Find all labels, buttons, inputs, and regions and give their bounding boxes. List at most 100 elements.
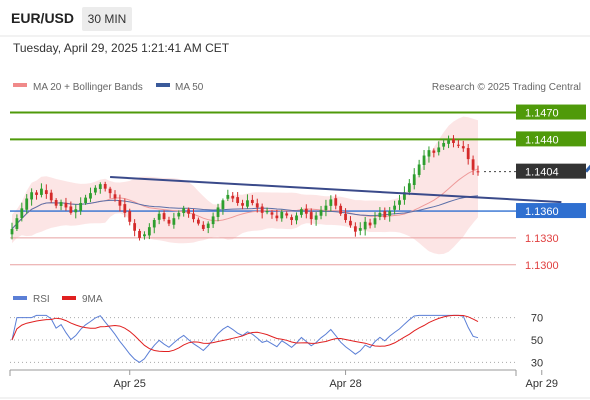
candle [285,211,289,219]
rsi-tick-label: 50 [531,335,543,347]
candle-body [344,213,347,220]
candle [172,212,176,229]
instrument-symbol: EUR/USD [11,10,75,26]
legend-ma50-swatch [156,83,170,87]
rsi-legend-swatch [13,296,27,300]
level-label-box-2 [516,163,586,179]
candle-body [241,203,244,206]
trendlines [110,164,590,204]
candle-body [260,206,264,213]
candle [123,198,127,218]
rsi-ma-legend-swatch [62,296,76,300]
candle-body [437,147,441,153]
bollinger-band [12,116,478,255]
candle [461,140,465,152]
candle [452,135,455,148]
candle-body [172,218,176,225]
candle-body [388,211,392,216]
candle [15,214,19,232]
candle-body [417,164,421,175]
x-tick-label: Apr 28 [329,378,361,390]
candle [241,199,244,210]
rsi-ma-line [11,314,479,352]
candle [398,194,401,211]
candle [466,144,470,165]
candle [64,197,68,211]
chart-copyright: Research © 2025 Trading Central [432,82,581,93]
candle-body [108,188,112,194]
candle [20,202,24,222]
candle [432,148,436,158]
candle [69,201,73,215]
candle [216,203,220,222]
candle-body [250,199,254,203]
candle-body [211,216,215,225]
candle-body [192,213,195,220]
candle [35,190,38,200]
candle [447,135,450,149]
level-labels: 1.1470 1.1440 1.1404 1.1360 1.1330 1.1300 [516,104,586,272]
candle-body [30,192,34,200]
level-label-box-3 [516,203,586,219]
candle-body [270,212,274,215]
candle [197,217,200,226]
candle-body [221,200,225,209]
candle [177,210,181,220]
candle-body [461,146,465,149]
candle [201,221,205,232]
candle [368,218,372,229]
candle [147,223,151,240]
candle [187,207,190,218]
candle-body [353,226,357,232]
ma50-line [11,195,479,230]
candle-body [44,190,48,195]
candle [383,207,387,220]
candle [49,189,53,203]
candle-body [456,144,460,146]
timeframe-button[interactable]: 30 MIN [82,7,132,31]
rsi-legend-label: RSI [33,294,50,305]
candle [407,179,411,196]
candle-body [368,222,372,226]
candle [270,210,274,219]
candle-body [412,174,416,185]
candle-body [236,197,240,203]
candle [10,222,14,240]
candle [30,188,34,206]
candle [309,208,313,225]
candle [476,165,480,176]
candle-body [378,212,382,217]
candle-body [103,183,107,189]
candle-body [314,215,318,220]
candle [324,199,328,217]
candle [275,209,279,222]
chart-timestamp: Tuesday, April 29, 2025 1:21:41 AM CET [13,41,230,55]
candle [412,168,416,190]
candle-body [393,205,397,210]
candle-body [54,199,58,206]
candle [167,216,171,227]
rsi-tick-label: 30 [531,357,543,369]
candle-body [329,199,333,206]
candle [138,228,141,241]
candle [373,212,377,228]
candle [182,205,186,217]
candle [437,141,441,156]
rsi-line [11,314,479,364]
candle-body [93,187,97,193]
candle [206,221,210,234]
candle-body [324,205,328,211]
candle [260,203,264,219]
x-tick-label: Apr 25 [114,378,146,390]
candle-body [84,197,87,203]
candle [334,194,338,210]
candle [143,231,146,240]
candle [25,194,29,214]
level-label-2: 1.1404 [525,167,559,179]
candle [44,184,48,199]
candle-body [162,213,166,220]
candle-body [35,192,38,195]
candle [157,210,161,225]
candle [98,182,102,194]
